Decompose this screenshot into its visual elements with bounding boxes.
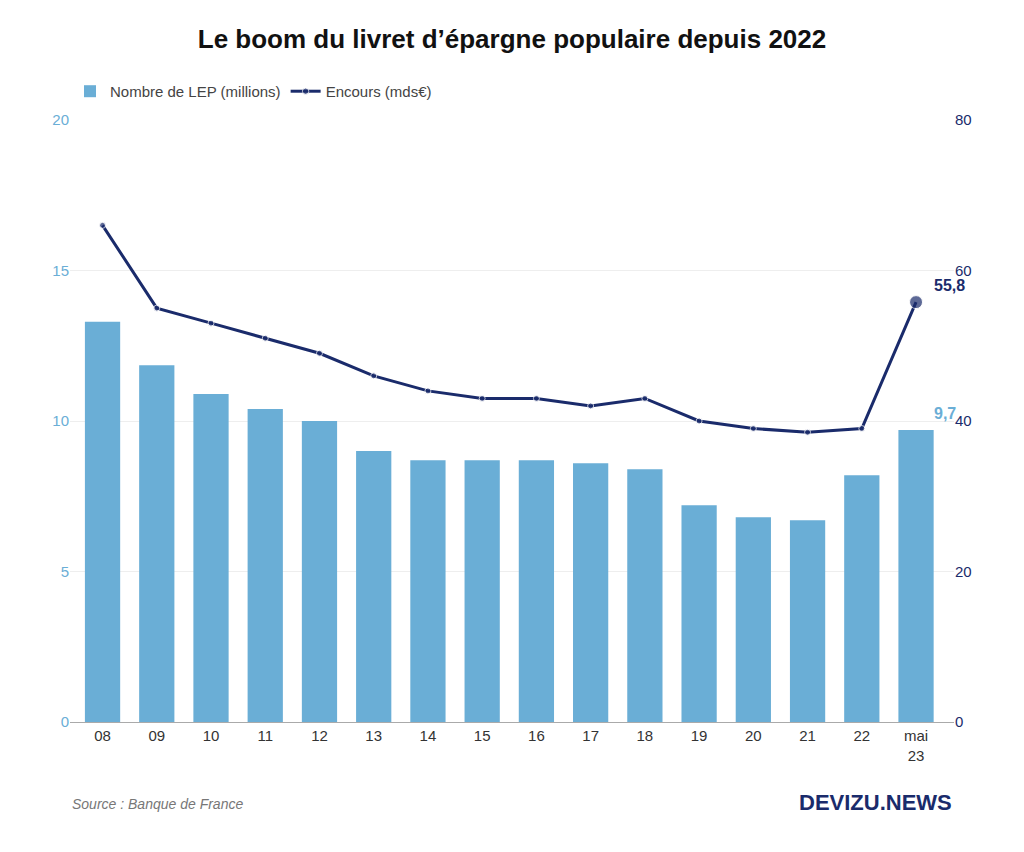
svg-text:15: 15	[52, 262, 69, 279]
svg-text:13: 13	[365, 727, 382, 744]
svg-text:Le boom du livret d’épargne po: Le boom du livret d’épargne populaire de…	[198, 24, 826, 54]
svg-text:14: 14	[420, 727, 437, 744]
svg-text:16: 16	[528, 727, 545, 744]
svg-text:22: 22	[853, 727, 870, 744]
svg-text:18: 18	[637, 727, 654, 744]
svg-text:08: 08	[94, 727, 111, 744]
svg-text:55,8: 55,8	[934, 277, 965, 294]
svg-text:20: 20	[955, 563, 972, 580]
svg-text:10: 10	[52, 412, 69, 429]
svg-text:DEVIZU.NEWS: DEVIZU.NEWS	[799, 790, 952, 815]
svg-text:0: 0	[955, 713, 963, 730]
svg-text:11: 11	[257, 727, 273, 744]
svg-text:20: 20	[745, 727, 762, 744]
svg-text:mai23: mai23	[904, 727, 928, 764]
svg-text:15: 15	[474, 727, 491, 744]
svg-text:19: 19	[691, 727, 708, 744]
svg-text:Nombre de LEP (millions): Nombre de LEP (millions)	[110, 83, 281, 100]
svg-text:Encours (mds€): Encours (mds€)	[326, 83, 432, 100]
svg-text:12: 12	[311, 727, 328, 744]
svg-text:20: 20	[52, 111, 69, 128]
svg-text:5: 5	[61, 563, 69, 580]
svg-text:Source : Banque de France: Source : Banque de France	[72, 796, 243, 812]
svg-text:9,7: 9,7	[934, 405, 956, 422]
svg-text:80: 80	[955, 111, 972, 128]
svg-text:17: 17	[582, 727, 599, 744]
svg-text:10: 10	[203, 727, 220, 744]
svg-text:09: 09	[148, 727, 165, 744]
svg-text:0: 0	[61, 713, 69, 730]
svg-text:60: 60	[955, 262, 972, 279]
svg-text:21: 21	[799, 727, 816, 744]
svg-text:40: 40	[955, 412, 972, 429]
